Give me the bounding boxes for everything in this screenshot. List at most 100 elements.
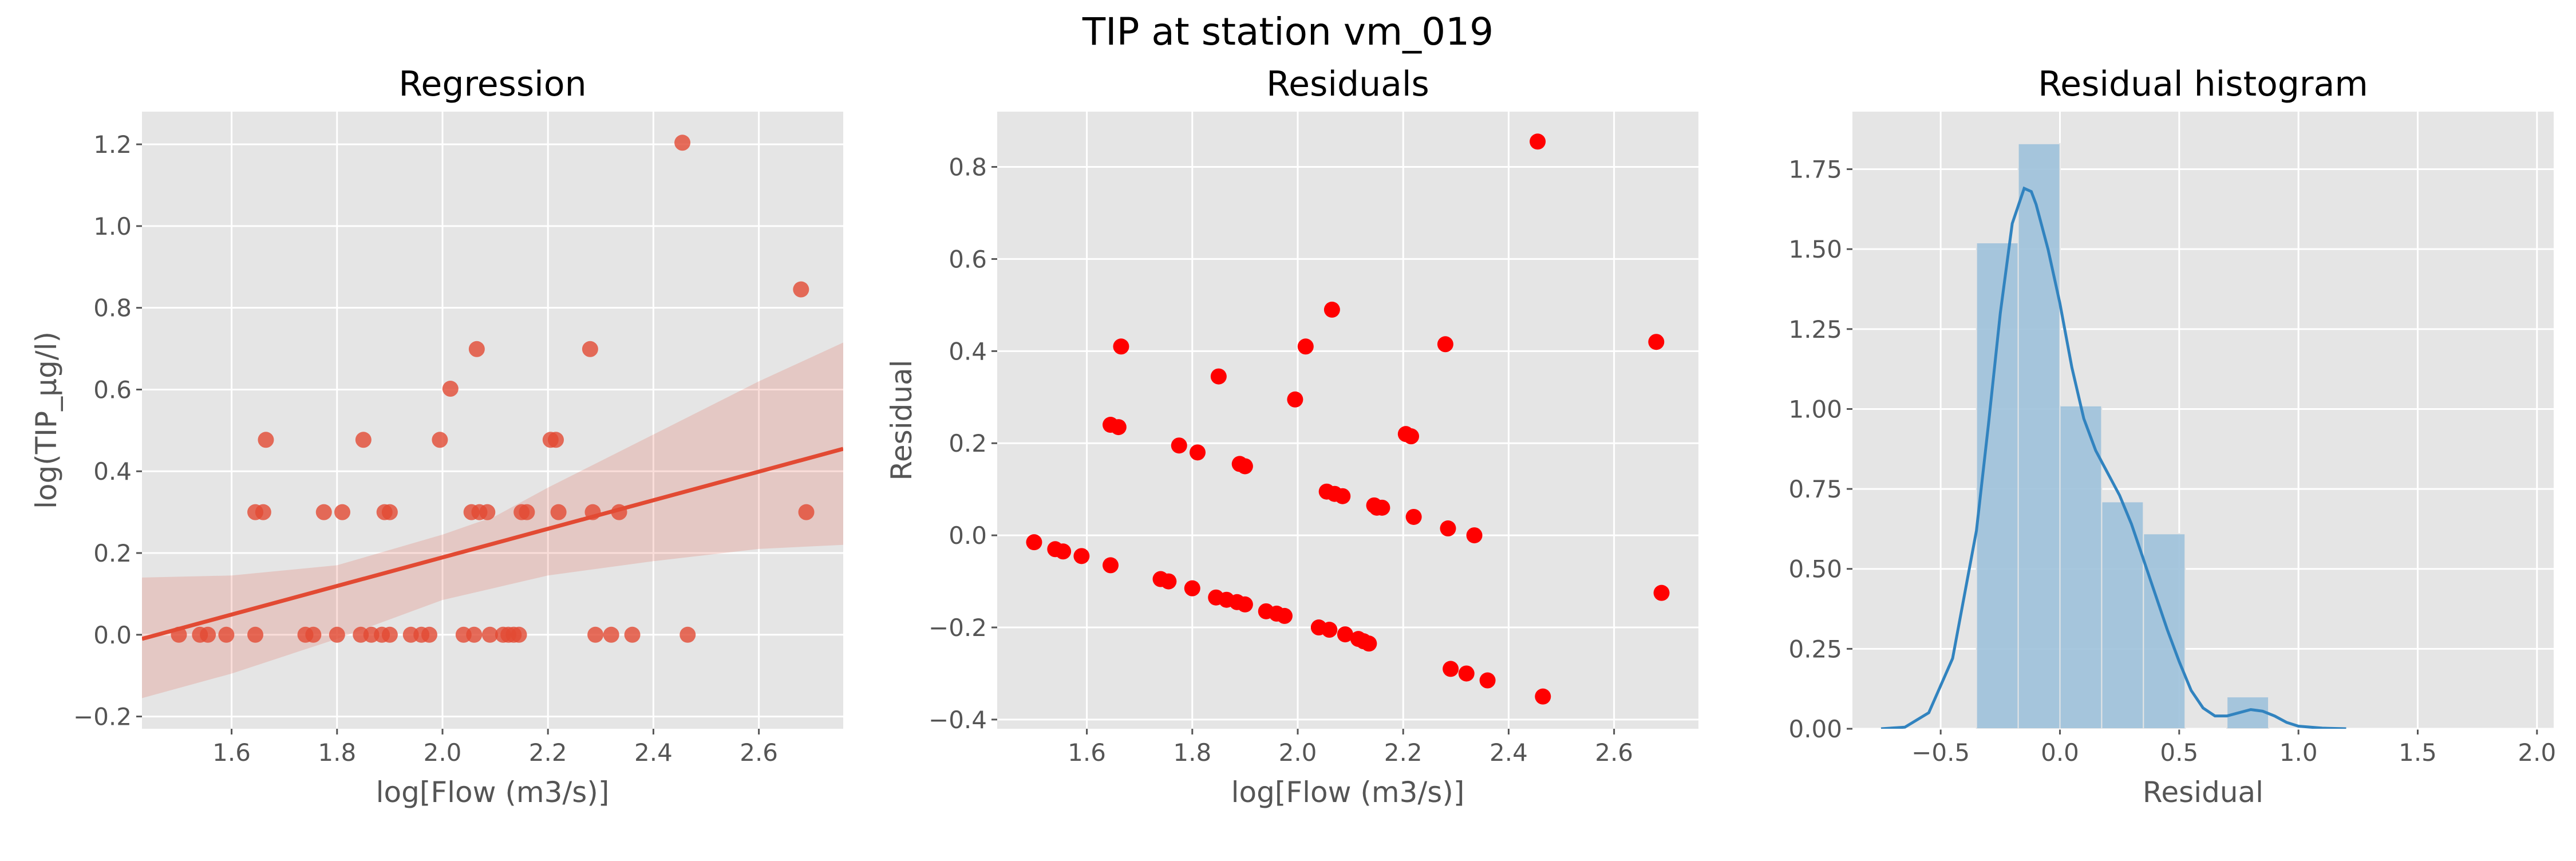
y-tick-label: 0.75 [1788, 475, 1842, 503]
x-axis-label: log[Flow (m3/s)] [1231, 776, 1465, 809]
data-point [255, 504, 271, 520]
kde-curve [1880, 186, 2346, 729]
y-tick-label: 1.0 [93, 212, 132, 240]
residual-point [1530, 133, 1546, 150]
y-tick-label: 0.25 [1788, 635, 1842, 663]
y-tick-label: 0.6 [949, 245, 987, 273]
y-tick-label: 0.8 [949, 153, 987, 181]
data-point [468, 341, 485, 357]
data-point [793, 281, 809, 298]
plot-background [142, 112, 843, 729]
residual-point [1297, 338, 1314, 355]
x-tick-label: 2.6 [1595, 738, 1633, 767]
regression-line [142, 447, 843, 641]
residual-point [1055, 543, 1072, 560]
histogram-bar [2226, 696, 2270, 729]
data-point [334, 504, 350, 520]
data-point [624, 626, 641, 643]
residual-point [1403, 428, 1420, 445]
data-point [603, 626, 619, 643]
y-tick-label: 0.50 [1788, 555, 1842, 583]
residual-point [1437, 336, 1453, 353]
y-tick-label: 0.0 [949, 522, 987, 550]
residual-point [1103, 557, 1119, 574]
residual-point [1160, 573, 1177, 590]
residual-point [1374, 499, 1390, 516]
x-tick-label: 2.0 [2518, 738, 2556, 767]
residual-point [1184, 580, 1200, 597]
y-tick-label: −0.2 [73, 703, 132, 731]
x-tick-label: 2.0 [1279, 738, 1317, 767]
axes-title: Regression [398, 64, 586, 104]
plot-area [1026, 133, 1670, 705]
x-tick-label: 1.8 [1173, 738, 1211, 767]
residual-point [1026, 534, 1042, 551]
plot-area [1880, 143, 2346, 729]
histogram-bar [1976, 242, 2019, 729]
y-tick-label: 0.2 [949, 429, 987, 457]
axes-title: Residuals [1266, 64, 1429, 104]
x-tick-label: −0.5 [1911, 738, 1970, 767]
x-tick-label: 2.4 [634, 738, 673, 767]
y-tick-label: 0.2 [93, 539, 132, 567]
residual-point [1458, 665, 1475, 682]
y-tick-label: 1.25 [1788, 315, 1842, 343]
x-tick-label: 2.0 [424, 738, 462, 767]
residual-point [1479, 672, 1496, 689]
residual-point [1334, 488, 1351, 504]
residuals-axes: 1.6 1.8 2.0 2.2 2.4 2.6 −0.4 −0.2 0.0 0.2 0.4 0.6 0.… [885, 64, 1698, 809]
residual-point [1466, 527, 1483, 544]
residual-point [1190, 444, 1206, 461]
data-point [355, 432, 372, 448]
y-tick-label: −0.2 [929, 614, 987, 642]
y-tick-label: −0.4 [929, 706, 987, 734]
data-point [548, 432, 564, 448]
data-point [466, 626, 483, 643]
residual-point [1405, 508, 1422, 525]
x-tick-label: 2.4 [1490, 738, 1528, 767]
x-tick-label: 1.5 [2399, 738, 2437, 767]
data-point [258, 432, 274, 448]
residual-point [1236, 596, 1253, 613]
residual-point [1648, 334, 1665, 350]
y-axis-label: Residual [885, 360, 918, 480]
data-point [432, 432, 448, 448]
data-point [511, 626, 527, 643]
data-point [315, 504, 332, 520]
x-axis-label: log[Flow (m3/s)] [376, 776, 610, 809]
histogram-bar [2059, 405, 2103, 729]
y-tick-label: 1.75 [1788, 156, 1842, 184]
residual-point [1113, 338, 1129, 355]
regression-axes: 1.6 1.8 2.0 2.2 2.4 2.6 −0.2 0.0 0.2 0.4 0.6 0.8 1.0… [30, 64, 843, 809]
data-point [247, 626, 264, 643]
histogram-bar [2017, 143, 2061, 729]
residual-point [1535, 688, 1551, 705]
data-point [329, 626, 345, 643]
figure-suptitle: TIP at station vm_019 [1082, 10, 1494, 54]
data-point [218, 626, 235, 643]
data-point [679, 626, 696, 643]
residual-point [1337, 626, 1353, 643]
y-tick-label: 0.00 [1788, 715, 1842, 743]
data-point [674, 135, 691, 151]
data-point [481, 626, 498, 643]
y-tick-label: 1.00 [1788, 395, 1842, 423]
residual-point [1440, 520, 1456, 537]
y-tick-label: 0.0 [93, 621, 132, 649]
residual-point [1110, 419, 1127, 436]
residual-point [1323, 301, 1340, 318]
y-tick-label: 0.8 [93, 294, 132, 322]
data-point [305, 626, 322, 643]
y-tick-label: 1.2 [93, 131, 132, 159]
axes-title: Residual histogram [2038, 64, 2368, 104]
data-point [381, 504, 398, 520]
data-point [200, 626, 216, 643]
histogram-bar [2101, 501, 2144, 729]
residual-point [1210, 368, 1227, 385]
residual-point [1236, 458, 1253, 475]
y-axis-label: log(TIP_μg/l) [30, 331, 63, 509]
x-tick-label: 1.6 [1068, 738, 1106, 767]
x-tick-label: 2.6 [740, 738, 778, 767]
data-point [479, 504, 496, 520]
